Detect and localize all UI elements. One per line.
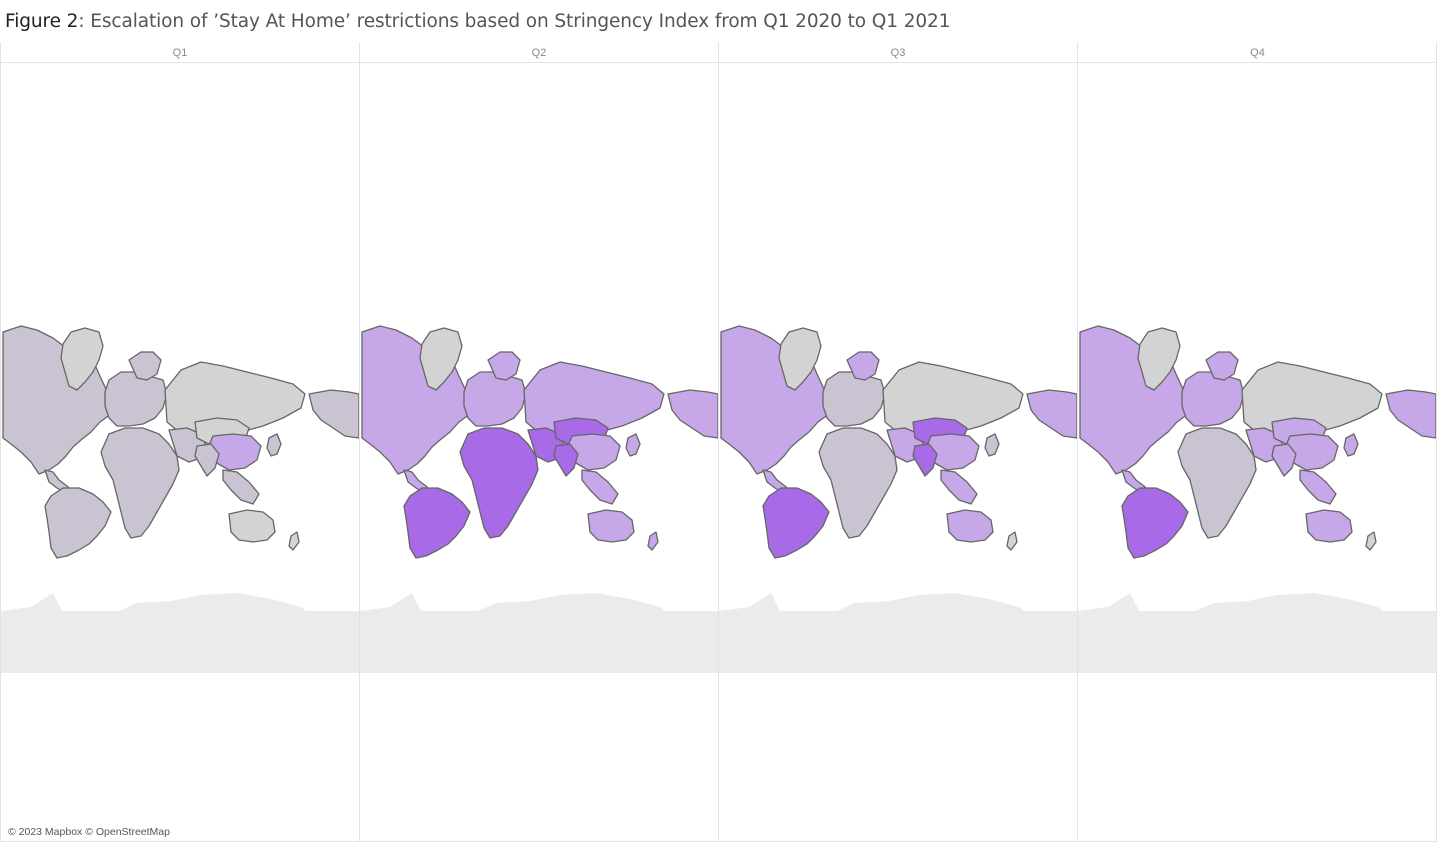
region-australia[interactable] (228, 509, 276, 543)
region-alaska-wrap[interactable] (1385, 389, 1436, 439)
region-south-america[interactable] (403, 487, 471, 559)
region-se-asia[interactable] (1299, 469, 1337, 505)
region-japan[interactable] (625, 433, 641, 457)
figure-title: Figure 2: Escalation of ’Stay At Home’ r… (5, 8, 950, 36)
world-map-q2[interactable] (360, 63, 718, 841)
region-south-asia[interactable] (194, 443, 220, 477)
region-greenland[interactable] (60, 327, 104, 391)
world-map-q4[interactable] (1078, 63, 1436, 841)
region-scandinavia[interactable] (846, 351, 880, 381)
antarctica (360, 593, 718, 641)
region-africa[interactable] (100, 427, 180, 539)
region-scandinavia[interactable] (487, 351, 521, 381)
region-japan[interactable] (1343, 433, 1359, 457)
panel-header-q2: Q2 (360, 42, 718, 63)
world-map-q3[interactable] (719, 63, 1077, 841)
region-south-asia[interactable] (912, 443, 938, 477)
region-australia[interactable] (946, 509, 994, 543)
region-australia[interactable] (1305, 509, 1353, 543)
region-africa[interactable] (459, 427, 539, 539)
region-alaska-wrap[interactable] (1026, 389, 1077, 439)
panel-header-q4: Q4 (1078, 42, 1437, 63)
region-alaska-wrap[interactable] (308, 389, 359, 439)
region-new-zealand[interactable] (288, 531, 300, 551)
region-greenland[interactable] (419, 327, 463, 391)
region-scandinavia[interactable] (128, 351, 162, 381)
region-europe[interactable] (822, 371, 886, 427)
region-europe[interactable] (104, 371, 168, 427)
region-south-asia[interactable] (1271, 443, 1297, 477)
region-new-zealand[interactable] (1006, 531, 1018, 551)
region-south-america[interactable] (762, 487, 830, 559)
world-map-q1[interactable] (1, 63, 359, 841)
region-se-asia[interactable] (940, 469, 978, 505)
panel-q1: Q1 (1, 42, 360, 841)
region-africa[interactable] (818, 427, 898, 539)
region-greenland[interactable] (778, 327, 822, 391)
region-australia[interactable] (587, 509, 635, 543)
map-attribution: © 2023 Mapbox © OpenStreetMap (8, 826, 170, 838)
panel-header-q3: Q3 (719, 42, 1077, 63)
panel-q4: Q4 (1078, 42, 1437, 841)
region-greenland[interactable] (1137, 327, 1181, 391)
panel-q2: Q2 (360, 42, 719, 841)
figure-label: Figure 2 (5, 11, 79, 32)
panel-q3: Q3 (719, 42, 1078, 841)
region-south-asia[interactable] (553, 443, 579, 477)
region-new-zealand[interactable] (647, 531, 659, 551)
region-south-america[interactable] (44, 487, 112, 559)
region-africa[interactable] (1177, 427, 1257, 539)
figure-title-text: : Escalation of ’Stay At Home’ restricti… (78, 11, 951, 32)
antarctica (1, 593, 359, 641)
panel-header-q1: Q1 (1, 42, 359, 63)
antarctica (719, 593, 1077, 641)
region-europe[interactable] (1181, 371, 1245, 427)
region-alaska-wrap[interactable] (667, 389, 718, 439)
region-scandinavia[interactable] (1205, 351, 1239, 381)
region-south-america[interactable] (1121, 487, 1189, 559)
region-japan[interactable] (266, 433, 282, 457)
region-japan[interactable] (984, 433, 1000, 457)
small-multiples-grid: Q1 Q2 Q3 Q4 (0, 42, 1437, 842)
region-new-zealand[interactable] (1365, 531, 1377, 551)
region-europe[interactable] (463, 371, 527, 427)
region-se-asia[interactable] (581, 469, 619, 505)
region-se-asia[interactable] (222, 469, 260, 505)
antarctica (1078, 593, 1436, 641)
